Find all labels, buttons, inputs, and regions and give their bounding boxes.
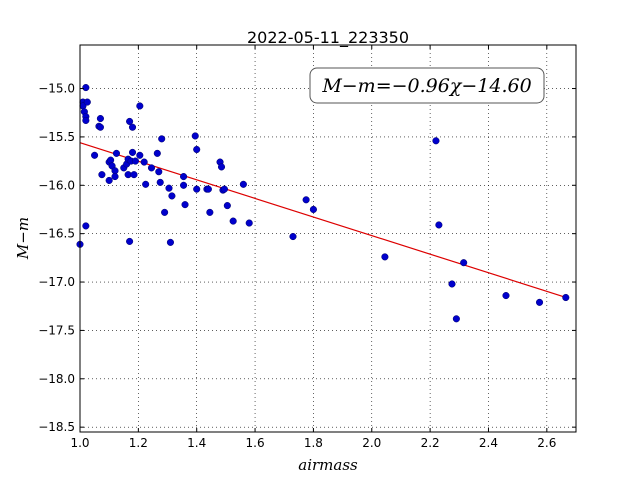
y-tick-label: −15.0 bbox=[38, 82, 75, 96]
data-point bbox=[502, 292, 510, 300]
data-point bbox=[535, 298, 544, 306]
fit-equation: M−m=−0.96χ−14.60 bbox=[321, 75, 531, 97]
x-tick-label: 2.2 bbox=[421, 436, 440, 450]
data-point bbox=[111, 173, 119, 181]
y-tick-label: −18.5 bbox=[38, 420, 75, 434]
data-point bbox=[82, 222, 90, 230]
data-point bbox=[126, 117, 134, 125]
data-point bbox=[105, 176, 113, 184]
data-point bbox=[98, 171, 106, 179]
data-point bbox=[180, 181, 188, 189]
data-point bbox=[181, 201, 189, 209]
data-point bbox=[168, 192, 176, 200]
ticks: 1.0 1.2 1.4 1.6 1.8 2.0 2.2 2.4 2.6 −15.0 −15.5 −16… bbox=[38, 45, 576, 450]
grid bbox=[79, 45, 576, 432]
data-point bbox=[435, 221, 443, 229]
y-axis-label: M−m bbox=[14, 217, 32, 260]
chart-title: 2022-05-11_223350 bbox=[247, 28, 409, 48]
y-tick-label: −17.0 bbox=[38, 275, 75, 289]
y-tick-label: −18.0 bbox=[38, 372, 75, 386]
data-point bbox=[245, 219, 253, 227]
data-point bbox=[82, 84, 90, 92]
data-point bbox=[128, 123, 137, 131]
x-tick-label: 2.4 bbox=[479, 436, 498, 450]
data-point bbox=[155, 168, 163, 176]
x-tick-label: 1.2 bbox=[129, 436, 148, 450]
data-points bbox=[76, 84, 570, 323]
data-point bbox=[180, 173, 188, 181]
data-point bbox=[130, 171, 138, 179]
fit-line-layer bbox=[79, 142, 565, 298]
data-point bbox=[191, 132, 199, 140]
data-point bbox=[83, 98, 91, 106]
data-point bbox=[82, 116, 90, 125]
data-point bbox=[220, 185, 228, 193]
data-point bbox=[460, 259, 468, 267]
data-point bbox=[223, 202, 231, 210]
data-point bbox=[166, 238, 174, 246]
data-point bbox=[158, 135, 166, 143]
data-point bbox=[91, 151, 99, 159]
x-tick-label: 1.0 bbox=[70, 436, 89, 450]
annotation-frame bbox=[309, 67, 545, 104]
data-point bbox=[302, 196, 310, 204]
plot-frame bbox=[79, 44, 577, 433]
data-point bbox=[229, 217, 237, 225]
x-tick-label: 2.6 bbox=[537, 436, 556, 450]
data-point bbox=[136, 151, 144, 159]
y-tick-label: −15.5 bbox=[38, 130, 75, 144]
x-tick-label: 2.0 bbox=[362, 436, 381, 450]
y-tick-label: −16.0 bbox=[38, 178, 75, 192]
data-point bbox=[153, 149, 161, 157]
data-point bbox=[289, 233, 297, 241]
data-point bbox=[96, 123, 104, 131]
data-point bbox=[156, 178, 164, 186]
data-point bbox=[309, 205, 317, 214]
data-point bbox=[206, 208, 214, 216]
data-point bbox=[239, 180, 247, 188]
x-tick-label: 1.8 bbox=[304, 436, 323, 450]
data-point bbox=[562, 293, 570, 302]
data-point bbox=[112, 149, 121, 157]
data-point bbox=[131, 157, 139, 165]
data-point bbox=[126, 237, 134, 245]
fit-line bbox=[79, 142, 565, 298]
annotation-box: M−m=−0.96χ−14.60 bbox=[309, 67, 545, 104]
data-point bbox=[142, 180, 150, 188]
data-point bbox=[452, 315, 460, 323]
y-tick-label: −17.5 bbox=[38, 323, 75, 337]
data-point bbox=[381, 253, 389, 261]
y-tick-label: −16.5 bbox=[38, 227, 75, 241]
data-point bbox=[193, 145, 201, 154]
data-point bbox=[140, 158, 148, 166]
data-point bbox=[193, 185, 201, 193]
x-tick-label: 1.4 bbox=[187, 436, 206, 450]
data-point bbox=[107, 156, 115, 164]
data-point bbox=[136, 102, 144, 110]
data-point bbox=[204, 185, 212, 193]
data-point bbox=[147, 164, 156, 172]
data-point bbox=[165, 184, 173, 192]
x-tick-label: 1.6 bbox=[246, 436, 265, 450]
x-axis-label: airmass bbox=[298, 456, 358, 474]
data-point bbox=[128, 148, 137, 156]
data-point bbox=[161, 208, 169, 216]
data-point bbox=[432, 137, 440, 145]
data-point bbox=[96, 114, 104, 123]
data-point bbox=[448, 280, 456, 288]
data-point bbox=[217, 163, 226, 171]
